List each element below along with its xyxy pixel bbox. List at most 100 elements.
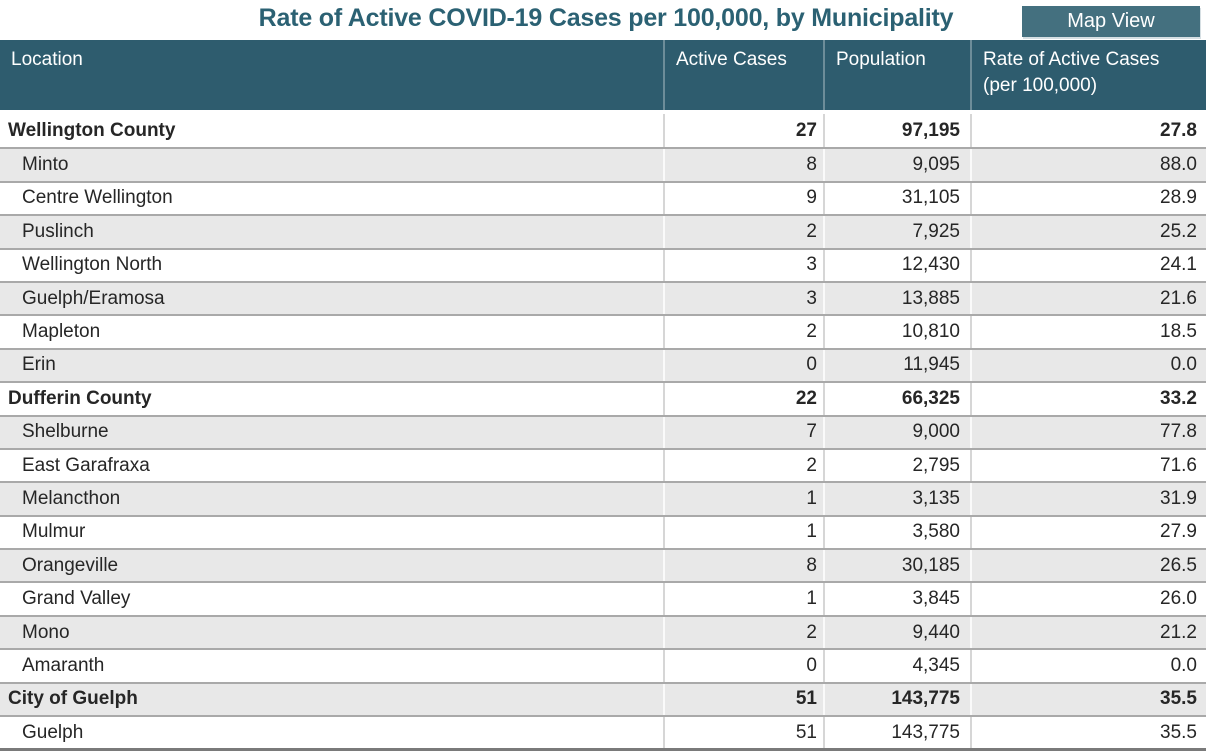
table-bottom-border — [0, 748, 1206, 752]
cell-active-cases: 27 — [663, 114, 823, 148]
column-header-label: Population — [836, 49, 926, 70]
cell-location: Shelburne — [22, 421, 109, 443]
cell-location: Centre Wellington — [22, 187, 173, 209]
cell-location: Amaranth — [22, 654, 105, 676]
cell-rate: 24.1 — [970, 249, 1206, 281]
table-row[interactable]: Guelph/Eramosa 3 13,885 21.6 — [0, 280, 1206, 315]
cell-location: Orangeville — [22, 554, 119, 576]
table-row[interactable]: Wellington North 3 12,430 24.1 — [0, 247, 1206, 281]
cell-rate: 21.6 — [970, 282, 1206, 315]
cell-rate: 88.0 — [970, 149, 1206, 181]
cell-active-cases: 1 — [663, 516, 823, 549]
table-row[interactable]: Melancthon 1 3,135 31.9 — [0, 481, 1206, 515]
map-view-button[interactable]: Map View — [1022, 6, 1200, 37]
cell-population: 13,885 — [823, 282, 970, 315]
cell-active-cases: 8 — [663, 550, 823, 582]
cell-location: Mono — [22, 621, 70, 643]
cell-location: Wellington County — [8, 119, 176, 141]
cell-active-cases: 2 — [663, 449, 823, 482]
table-header-row: Location Active Cases Population Rate of… — [0, 40, 1206, 110]
cell-rate: 71.6 — [970, 449, 1206, 482]
cell-rate: 33.2 — [970, 383, 1206, 415]
cell-population: 12,430 — [823, 249, 970, 281]
cell-active-cases: 8 — [663, 149, 823, 181]
cell-active-cases: 0 — [663, 349, 823, 382]
header-body-gap — [0, 110, 1206, 114]
cell-population: 9,000 — [823, 416, 970, 448]
cell-active-cases: 22 — [663, 383, 823, 415]
column-header-label: Active Cases — [676, 49, 787, 70]
cell-active-cases: 2 — [663, 216, 823, 248]
cell-active-cases: 7 — [663, 416, 823, 448]
table-row[interactable]: Mapleton 2 10,810 18.5 — [0, 314, 1206, 348]
cell-active-cases: 9 — [663, 182, 823, 215]
cell-active-cases: 1 — [663, 583, 823, 615]
cell-population: 3,580 — [823, 516, 970, 549]
cell-population: 66,325 — [823, 383, 970, 415]
cell-location: Puslinch — [22, 220, 94, 242]
cell-active-cases: 3 — [663, 249, 823, 281]
cell-population: 3,135 — [823, 483, 970, 515]
table-row[interactable]: Centre Wellington 9 31,105 28.9 — [0, 180, 1206, 215]
cell-rate: 0.0 — [970, 650, 1206, 682]
cell-location: Minto — [22, 154, 69, 176]
cell-population: 2,795 — [823, 449, 970, 482]
table-row[interactable]: Puslinch 2 7,925 25.2 — [0, 214, 1206, 248]
table-row[interactable]: Erin 0 11,945 0.0 — [0, 347, 1206, 382]
cell-population: 7,925 — [823, 216, 970, 248]
table-row[interactable]: Amaranth 0 4,345 0.0 — [0, 648, 1206, 682]
cell-location: Melancthon — [22, 487, 121, 509]
column-header-location[interactable]: Location — [0, 40, 663, 110]
cell-population: 30,185 — [823, 550, 970, 582]
table-row[interactable]: City of Guelph 51 143,775 35.5 — [0, 681, 1206, 716]
cell-population: 11,945 — [823, 349, 970, 382]
top-bar: Rate of Active COVID-19 Cases per 100,00… — [0, 0, 1212, 40]
table-row[interactable]: Mulmur 1 3,580 27.9 — [0, 514, 1206, 549]
cell-rate: 18.5 — [970, 316, 1206, 348]
cell-active-cases: 0 — [663, 650, 823, 682]
cell-rate: 28.9 — [970, 182, 1206, 215]
cell-rate: 26.0 — [970, 583, 1206, 615]
cell-location: Mapleton — [22, 321, 101, 343]
cell-population: 10,810 — [823, 316, 970, 348]
column-header-sublabel: (per 100,000) — [983, 75, 1098, 96]
cell-location: Grand Valley — [22, 588, 131, 610]
cell-location: City of Guelph — [8, 688, 138, 710]
table-row[interactable]: Shelburne 7 9,000 77.8 — [0, 414, 1206, 448]
cell-population: 143,775 — [823, 717, 970, 749]
cell-population: 9,095 — [823, 149, 970, 181]
cell-location: Mulmur — [22, 521, 86, 543]
cell-active-cases: 2 — [663, 616, 823, 649]
cell-rate: 26.5 — [970, 550, 1206, 582]
table-row[interactable]: Wellington County 27 97,195 27.8 — [0, 114, 1206, 148]
cell-rate: 25.2 — [970, 216, 1206, 248]
cell-rate: 35.5 — [970, 717, 1206, 749]
table-row[interactable]: Mono 2 9,440 21.2 — [0, 614, 1206, 649]
cases-table: Location Active Cases Population Rate of… — [0, 40, 1206, 752]
cell-population: 4,345 — [823, 650, 970, 682]
table-row[interactable]: Orangeville 8 30,185 26.5 — [0, 548, 1206, 582]
table-row[interactable]: Grand Valley 1 3,845 26.0 — [0, 581, 1206, 615]
cell-active-cases: 3 — [663, 282, 823, 315]
cell-population: 143,775 — [823, 683, 970, 716]
cell-location: East Garafraxa — [22, 454, 150, 476]
cell-population: 31,105 — [823, 182, 970, 215]
table-row[interactable]: Guelph 51 143,775 35.5 — [0, 715, 1206, 749]
column-header-active-cases[interactable]: Active Cases — [663, 40, 823, 110]
cell-population: 9,440 — [823, 616, 970, 649]
cell-rate: 35.5 — [970, 683, 1206, 716]
cell-rate: 77.8 — [970, 416, 1206, 448]
cell-rate: 31.9 — [970, 483, 1206, 515]
cell-rate: 27.8 — [970, 114, 1206, 148]
column-header-rate[interactable]: Rate of Active Cases (per 100,000) — [970, 40, 1206, 110]
table-body: Wellington County 27 97,195 27.8 Minto 8… — [0, 114, 1206, 749]
cell-population: 3,845 — [823, 583, 970, 615]
cell-population: 97,195 — [823, 114, 970, 148]
table-row[interactable]: East Garafraxa 2 2,795 71.6 — [0, 447, 1206, 482]
table-row[interactable]: Minto 8 9,095 88.0 — [0, 147, 1206, 181]
cell-location: Guelph/Eramosa — [22, 287, 165, 309]
column-header-population[interactable]: Population — [823, 40, 970, 110]
table-row[interactable]: Dufferin County 22 66,325 33.2 — [0, 381, 1206, 415]
cell-rate: 21.2 — [970, 616, 1206, 649]
cell-location: Wellington North — [22, 254, 163, 276]
